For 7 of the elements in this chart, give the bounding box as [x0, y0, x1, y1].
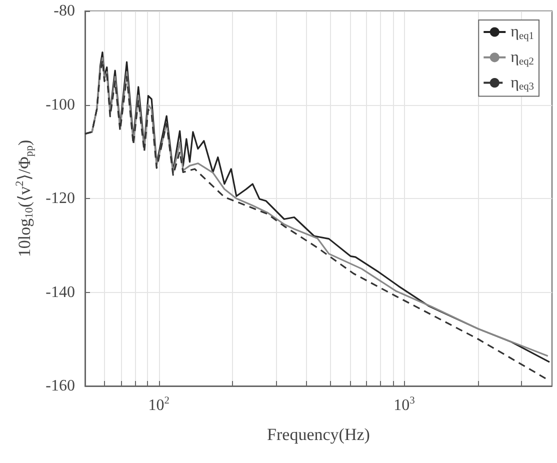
y-tick-label: -160: [46, 378, 75, 394]
y-tick-label: -120: [46, 190, 75, 207]
y-axis-title: 10log10(⟨v2⟩/Φpp): [14, 140, 36, 258]
y-tick-label: -100: [46, 96, 75, 114]
y-tick-label: -80: [54, 2, 75, 20]
x-axis-title: Frequency(Hz): [267, 425, 370, 444]
y-tick-label: -140: [46, 284, 75, 301]
